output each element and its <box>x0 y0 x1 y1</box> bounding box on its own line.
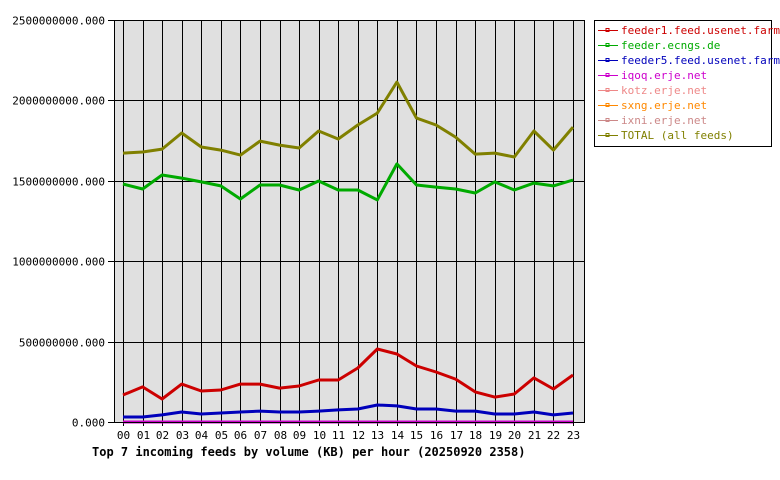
series-line <box>122 162 574 202</box>
x-tick-label: 00 <box>117 429 130 442</box>
x-tick-label: 06 <box>234 429 247 442</box>
x-tick-label: 23 <box>567 429 580 442</box>
y-tick-label: 0.000 <box>72 417 105 430</box>
chart-title: Top 7 incoming feeds by volume (KB) per … <box>92 445 525 459</box>
y-axis-tick-labels: 0.000 500000000.000 1000000000.000 15000000… <box>12 15 105 430</box>
legend-box <box>594 20 772 147</box>
y-tick-label: 1500000000.000 <box>12 176 105 189</box>
legend-marker-icon <box>605 43 610 47</box>
legend-marker-icon <box>605 133 610 137</box>
x-tick-label: 09 <box>293 429 306 442</box>
x-tick-label: 05 <box>215 429 228 442</box>
legend-label: iqoq.erje.net <box>621 69 707 82</box>
x-tick-label: 21 <box>528 429 541 442</box>
legend-marker-icon <box>605 103 610 107</box>
legend-item: feeder.ecngs.de <box>598 39 720 52</box>
plot-area <box>114 20 584 422</box>
legend-marker-icon <box>605 58 610 62</box>
legend-label: feeder5.feed.usenet.farm <box>621 54 780 67</box>
x-tick-label: 07 <box>254 429 267 442</box>
legend: feeder1.feed.usenet.farm feeder.ecngs.de f… <box>594 20 780 147</box>
legend-label: kotz.erje.net <box>621 84 707 97</box>
x-axis-tick-labels: 00 01 02 03 04 05 06 07 08 09 10 11 12 13 14 15 16 17 18 19… <box>117 429 580 442</box>
legend-label: ixni.erje.net <box>621 114 707 127</box>
y-tick-label: 500000000.000 <box>19 337 105 350</box>
legend-label: sxng.erje.net <box>621 99 707 112</box>
x-tick-label: 03 <box>176 429 189 442</box>
x-tick-label: 01 <box>137 429 150 442</box>
legend-label: TOTAL (all feeds) <box>621 129 734 142</box>
legend-marker-icon <box>605 118 610 122</box>
legend-item: iqoq.erje.net <box>598 69 707 82</box>
x-tick-label: 14 <box>391 429 405 442</box>
x-tick-label: 10 <box>313 429 326 442</box>
x-tick-label: 15 <box>410 429 423 442</box>
x-tick-label: 12 <box>352 429 365 442</box>
legend-marker-icon <box>605 73 610 77</box>
vertical-gridlines <box>123 20 574 426</box>
x-tick-label: 13 <box>371 429 384 442</box>
series-line <box>122 347 574 401</box>
x-tick-label: 22 <box>547 429 560 442</box>
legend-item: TOTAL (all feeds) <box>598 129 734 142</box>
legend-marker-icon <box>605 88 610 92</box>
x-tick-label: 20 <box>508 429 521 442</box>
y-tick-label: 1000000000.000 <box>12 256 105 269</box>
x-tick-label: 02 <box>156 429 169 442</box>
series-line <box>123 403 574 419</box>
x-tick-label: 16 <box>430 429 443 442</box>
legend-label: feeder1.feed.usenet.farm <box>621 24 780 37</box>
x-tick-label: 08 <box>274 429 287 442</box>
x-tick-label: 19 <box>489 429 502 442</box>
x-tick-label: 11 <box>332 429 345 442</box>
legend-marker-icon <box>605 28 610 32</box>
legend-item: kotz.erje.net <box>598 84 707 97</box>
x-tick-label: 18 <box>469 429 482 442</box>
legend-item: feeder1.feed.usenet.farm <box>598 24 780 37</box>
legend-label: feeder.ecngs.de <box>621 39 720 52</box>
legend-item: sxng.erje.net <box>598 99 707 112</box>
plot-border <box>114 20 585 423</box>
legend-item: feeder5.feed.usenet.farm <box>598 54 780 67</box>
y-tick-label: 2500000000.000 <box>12 15 105 28</box>
series-line <box>122 80 575 159</box>
x-tick-label: 04 <box>195 429 209 442</box>
legend-item: ixni.erje.net <box>598 114 707 127</box>
x-tick-label: 17 <box>450 429 463 442</box>
y-tick-label: 2000000000.000 <box>12 95 105 108</box>
